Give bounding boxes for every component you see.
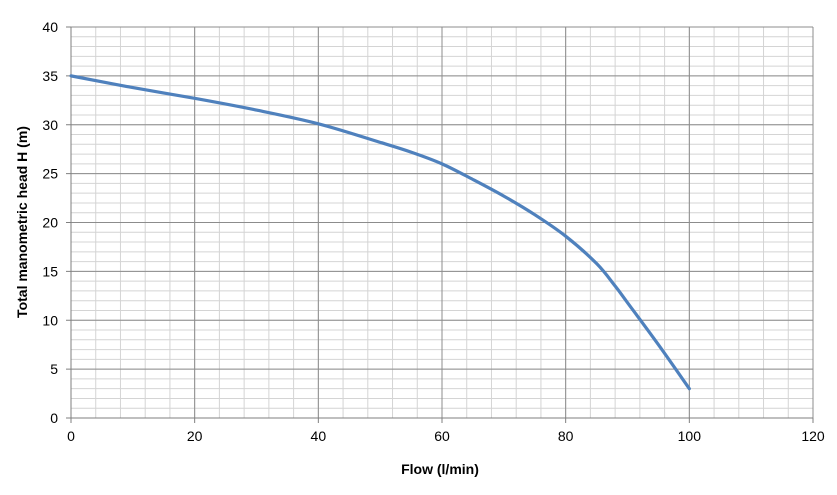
y-tick-label: 10: [42, 312, 58, 328]
x-tick-label: 60: [434, 428, 450, 444]
y-tick-label: 35: [42, 68, 58, 84]
x-tick-label: 40: [311, 428, 327, 444]
x-axis-title: Flow (l/min): [401, 461, 479, 477]
tick-labels: 0 20 40 60 80 100 120 0 5 10 15 20 25 30 35 40: [42, 19, 824, 444]
x-tick-label: 0: [67, 428, 75, 444]
series-layer: [69, 74, 691, 391]
y-tick-label: 40: [42, 19, 58, 35]
y-tick-label: 25: [42, 166, 58, 182]
series-line: [69, 74, 691, 391]
x-tick-label: 120: [801, 428, 825, 444]
y-tick-label: 5: [50, 361, 58, 377]
y-axis-title: Total manometric head H (m): [14, 126, 30, 318]
x-tick-label: 100: [678, 428, 702, 444]
grid: [70, 26, 814, 419]
y-tick-label: 20: [42, 215, 58, 231]
y-tick-label: 15: [42, 263, 58, 279]
y-tick-label: 30: [42, 117, 58, 133]
x-tick-label: 20: [187, 428, 203, 444]
x-tick-label: 80: [558, 428, 574, 444]
axes: [66, 26, 814, 423]
y-tick-label: 0: [50, 410, 58, 426]
